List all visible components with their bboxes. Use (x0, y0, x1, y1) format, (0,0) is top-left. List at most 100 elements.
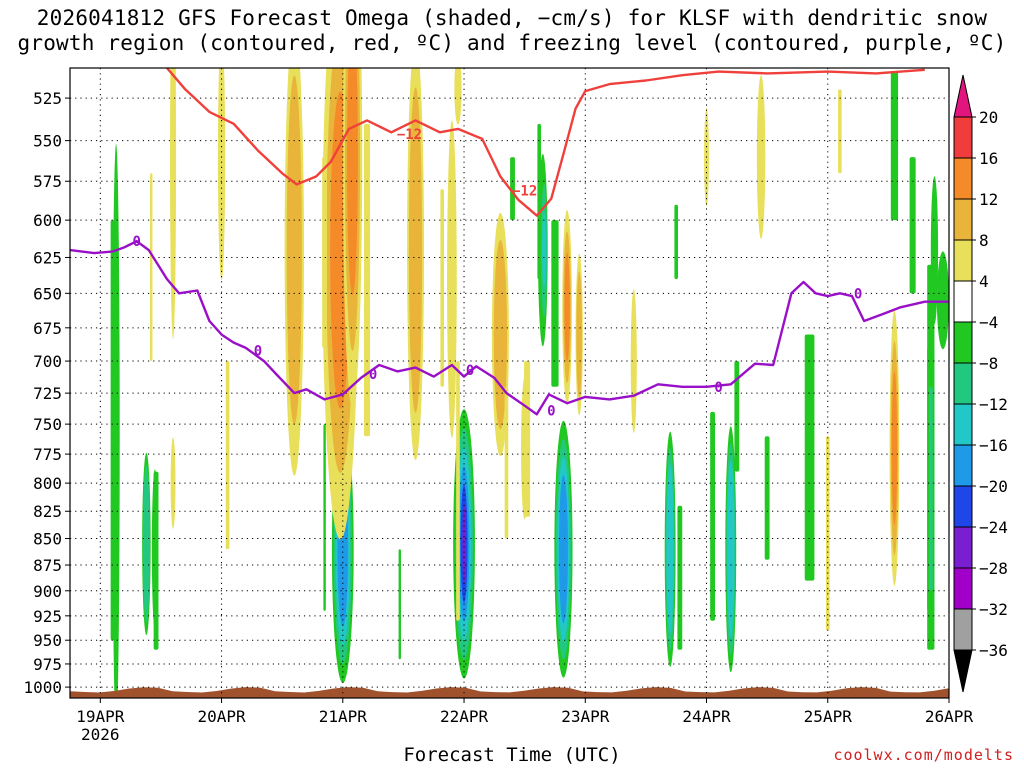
colorbar-swatch (953, 485, 973, 528)
y-tick-label: 825 (33, 502, 62, 521)
omega-yellow-streak (150, 173, 153, 362)
omega-green-streak (674, 204, 679, 280)
omega-green-streak (890, 71, 899, 221)
freezing-level-contour (70, 240, 949, 416)
freezing-contour-label: 0 (254, 344, 262, 360)
x-tick-label: 24APR (682, 707, 731, 726)
colorbar-label: −32 (979, 600, 1008, 619)
colorbar-swatch (953, 403, 973, 446)
freezing-contour-label: 0 (854, 286, 862, 302)
omega-green-streak (110, 220, 115, 641)
omega-warm-cell (891, 371, 898, 525)
omega-green-streak (804, 334, 815, 581)
omega-warm-cell (217, 68, 226, 281)
colorbar-swatch (953, 198, 973, 241)
omega-yellow-streak (838, 89, 842, 174)
colorbar-swatch (953, 444, 973, 487)
y-tick-label: 900 (33, 582, 62, 601)
omega-green-streak (323, 424, 326, 611)
y-tick-label: 875 (33, 556, 62, 575)
omega-shading (70, 68, 949, 698)
y-tick-label: 850 (33, 530, 62, 549)
freezing-contour-label: 0 (369, 367, 377, 383)
omega-green-streak (734, 361, 740, 472)
y-tick-label: 600 (33, 211, 62, 230)
colorbar-top-arrow (953, 74, 973, 118)
omega-yellow-streak (322, 157, 328, 348)
colorbar-label: −8 (979, 354, 998, 373)
plot-frame (69, 67, 950, 699)
y-tick-label: 575 (33, 172, 62, 191)
colorbar-swatch (953, 321, 973, 364)
x-tick-label: 26APR (925, 707, 974, 726)
colorbar-swatch (953, 567, 973, 610)
omega-cell (542, 213, 546, 288)
omega-warm-cell (756, 75, 766, 239)
omega-yellow-streak (504, 386, 509, 539)
y-tick-label: 550 (33, 132, 62, 151)
omega-warm-cell (576, 271, 583, 398)
colorbar-swatch (953, 116, 973, 159)
omega-warm-cell (286, 75, 302, 425)
freezing-contour-label: 0 (466, 363, 474, 379)
x-tick-label: 22APR (440, 707, 489, 726)
omega-warm-cell (347, 68, 358, 296)
y-tick-label: 800 (33, 474, 62, 493)
omega-yellow-streak (524, 361, 531, 517)
x-axis-label: Forecast Time (UTC) (403, 744, 621, 766)
omega-cell (462, 503, 466, 585)
title-line-2: growth region (contoured, red, ºC) and f… (17, 31, 1007, 55)
colorbar-label: 4 (979, 272, 989, 291)
omega-cell (727, 460, 735, 638)
y-tick-label: 1000 (23, 678, 62, 697)
chart-title: 2026041812 GFS Forecast Omega (shaded, −… (0, 6, 1024, 56)
source-credit: coolwx.com/modelts (833, 746, 1014, 764)
omega-green-streak (909, 157, 916, 294)
dgz-contour-label: −12 (512, 184, 537, 200)
colorbar-label: −36 (979, 641, 1008, 660)
omega-yellow-streak (364, 123, 371, 437)
y-tick-label: 725 (33, 384, 62, 403)
y-tick-label: 750 (33, 415, 62, 434)
omega-cell (936, 251, 949, 350)
y-tick-label: 675 (33, 319, 62, 338)
x-tick-label: 25APR (804, 707, 853, 726)
y-tick-label: 775 (33, 445, 62, 464)
colorbar-label: 12 (979, 190, 998, 209)
contours: −12 −12 0 0 0 0 0 0 0 (70, 68, 949, 420)
dgz-minus12-contour (166, 68, 925, 217)
x-axis: 19APR 20APR 21APR 22APR 23APR 24APR 25APR 26APR… (76, 698, 973, 744)
omega-cell (112, 144, 120, 698)
x-year-label: 2026 (81, 725, 120, 744)
colorbar-swatch (953, 157, 973, 200)
omega-green-streak (710, 411, 716, 621)
omega-yellow-streak (456, 361, 460, 621)
colorbar-swatch (953, 362, 973, 405)
dgz-contour-label: −12 (397, 127, 422, 143)
colorbar-label: −16 (979, 436, 1008, 455)
omega-warm-cell (170, 437, 176, 529)
colorbar-label: −12 (979, 395, 1008, 414)
x-tick-label: 20APR (197, 707, 246, 726)
colorbar: 20 16 12 8 4 −4 −8 −12 −16 −20 −24 −28 −32 −36 (953, 74, 1008, 693)
colorbar-label: 16 (979, 149, 998, 168)
omega-cell (928, 386, 933, 591)
omega-warm-cell (564, 252, 570, 362)
omega-green-streak (764, 436, 770, 560)
omega-green-streak (510, 157, 515, 221)
omega-green-streak (677, 505, 683, 650)
colorbar-label: 8 (979, 231, 989, 250)
colorbar-label: −24 (979, 518, 1008, 537)
omega-green-streak (153, 471, 159, 650)
y-tick-label: 925 (33, 607, 62, 626)
omega-warm-cell (408, 87, 423, 413)
colorbar-swatch (953, 239, 973, 282)
y-tick-label: 650 (33, 284, 62, 303)
omega-green-streak (398, 549, 401, 660)
omega-warm-cell (170, 68, 177, 339)
colorbar-label: 20 (979, 108, 998, 127)
colorbar-swatch (953, 526, 973, 569)
colorbar-bottom-arrow (953, 649, 973, 693)
y-tick-label: 700 (33, 352, 62, 371)
